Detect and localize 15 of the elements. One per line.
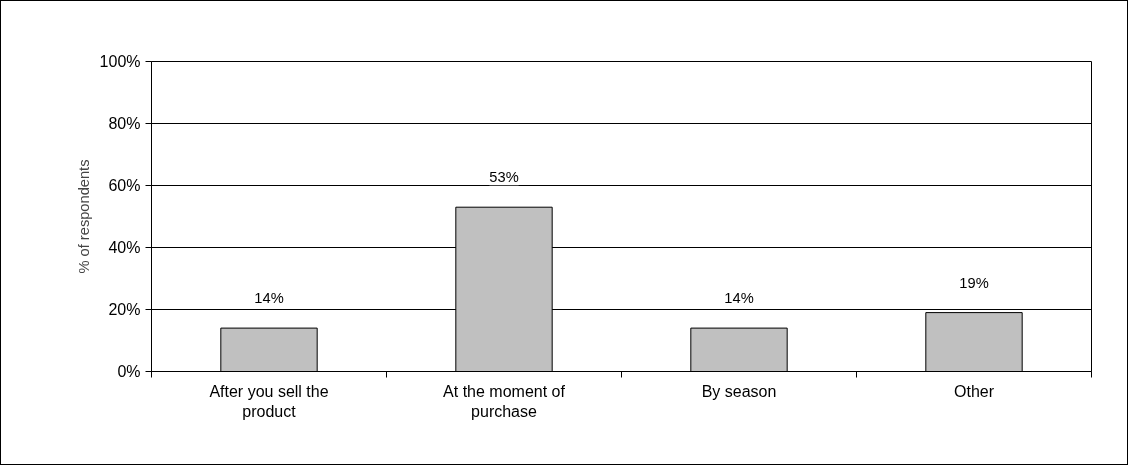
y-tick-label: 60% — [108, 177, 141, 194]
y-tick-label: 80% — [108, 115, 141, 132]
y-tick-label: 40% — [108, 239, 141, 256]
x-tick-label: At the moment of purchase — [443, 382, 566, 420]
y-axis-title: % of respondents — [75, 159, 92, 274]
x-tick-label: After you sell the product — [209, 382, 329, 420]
text: 19% — [959, 274, 989, 291]
text: 53% — [489, 169, 519, 186]
text: 14% — [724, 290, 754, 307]
x-tick-label: By season — [701, 382, 777, 400]
x-tick-label: Other — [953, 382, 995, 400]
y-tick-label: 20% — [108, 301, 141, 318]
text: 14% — [254, 290, 284, 307]
y-tick-label: 0% — [117, 363, 141, 380]
y-tick-label: 100% — [99, 53, 141, 70]
